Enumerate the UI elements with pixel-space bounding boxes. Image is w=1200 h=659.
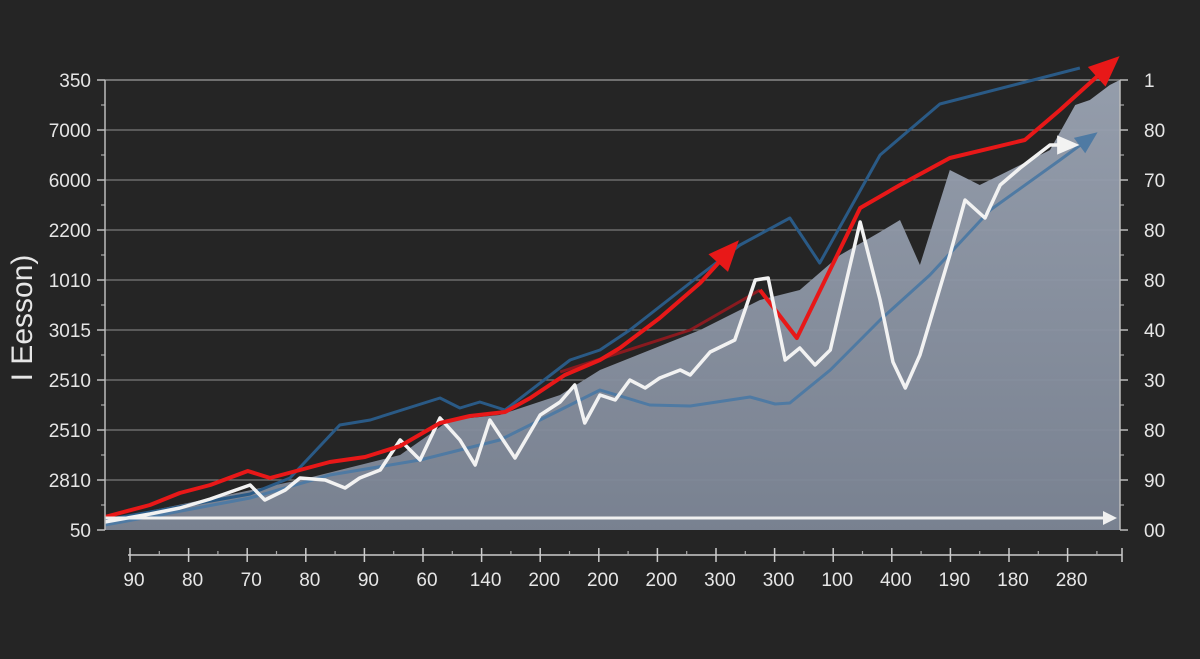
axes: 50 00 2810 90 2510 80 2510 30 3015 40 1010 80 2200 80… bbox=[49, 71, 1165, 591]
y-right-tick-label: 30 bbox=[1144, 371, 1165, 392]
y-right-tick-label: 80 bbox=[1144, 421, 1165, 442]
y-right-tick-label: 80 bbox=[1144, 121, 1165, 142]
x-tick-label: 90 bbox=[123, 570, 144, 591]
y-right-tick-label: 90 bbox=[1144, 471, 1165, 492]
y-tick-label: 2810 bbox=[49, 471, 91, 492]
x-tick-label: 280 bbox=[1056, 570, 1088, 591]
x-tick-label: 400 bbox=[880, 570, 912, 591]
x-tick-label: 300 bbox=[763, 570, 795, 591]
y-right-tick-label: 80 bbox=[1144, 221, 1165, 242]
x-tick-label: 100 bbox=[821, 570, 853, 591]
y-right-tick-label: 80 bbox=[1144, 271, 1165, 292]
y-right-tick-label: 00 bbox=[1144, 521, 1165, 542]
series-line-steel bbox=[104, 136, 1091, 527]
y-tick-label: 7000 bbox=[49, 121, 91, 142]
y-right-tick-label: 1 bbox=[1144, 71, 1155, 92]
x-tick-label: 180 bbox=[997, 570, 1029, 591]
y-right-tick-label: 70 bbox=[1144, 171, 1165, 192]
x-tick-label: 190 bbox=[939, 570, 971, 591]
y-tick-label: 350 bbox=[59, 71, 91, 92]
y-tick-label: 1010 bbox=[49, 271, 91, 292]
x-tick-label: 60 bbox=[416, 570, 437, 591]
series-line-red bbox=[758, 63, 1112, 340]
y-tick-label: 6000 bbox=[49, 171, 91, 192]
x-tick-label: 200 bbox=[528, 570, 560, 591]
y-tick-label: 2200 bbox=[49, 221, 91, 242]
x-tick-label: 80 bbox=[299, 570, 320, 591]
y-tick-label: 3015 bbox=[49, 321, 91, 342]
y-tick-label: 2510 bbox=[49, 421, 91, 442]
x-tick-label: 140 bbox=[470, 570, 502, 591]
y-right-tick-label: 40 bbox=[1144, 321, 1165, 342]
arrowhead-white bbox=[1057, 135, 1080, 155]
series-line-white bbox=[104, 143, 1070, 524]
y-tick-label: 2510 bbox=[49, 371, 91, 392]
area-layer bbox=[104, 80, 1120, 530]
arrowhead-red bbox=[1087, 56, 1120, 87]
x-tick-label: 200 bbox=[587, 570, 619, 591]
y-tick-label: 50 bbox=[70, 521, 91, 542]
x-tick-label: 200 bbox=[646, 570, 678, 591]
y-axis-title: I Eesson) bbox=[6, 255, 39, 382]
x-tick-label: 80 bbox=[182, 570, 203, 591]
x-tick-label: 70 bbox=[241, 570, 262, 591]
series-layer bbox=[104, 56, 1120, 527]
x-tick-label: 300 bbox=[704, 570, 736, 591]
series-line-red bbox=[104, 248, 732, 519]
baseline-arrowhead bbox=[1103, 511, 1117, 525]
gridlines bbox=[105, 79, 1120, 481]
area-fill bbox=[104, 80, 1120, 530]
arrowhead-red bbox=[708, 240, 739, 272]
arrowhead-steel bbox=[1073, 132, 1098, 154]
x-tick-label: 90 bbox=[358, 570, 379, 591]
